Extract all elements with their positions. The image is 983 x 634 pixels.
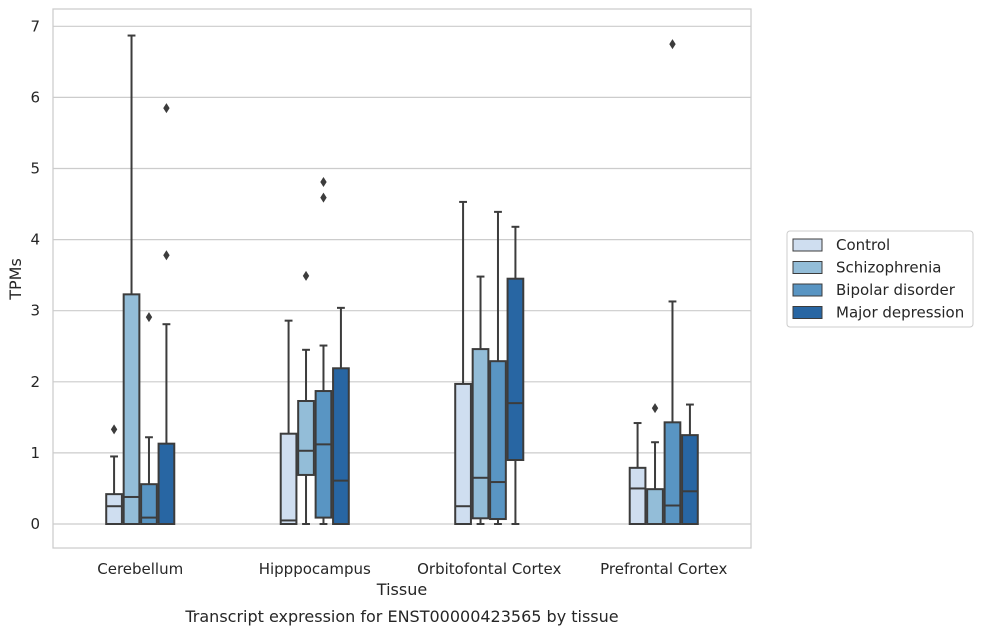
- box-body: [279, 432, 298, 525]
- x-axis-title: Tissue: [376, 580, 427, 599]
- box-body: [663, 421, 682, 525]
- outlier-point: [145, 312, 153, 323]
- legend-swatch: [792, 283, 823, 297]
- x-tick-label: Cerebellum: [97, 560, 183, 578]
- outlier-point: [163, 103, 170, 114]
- box: [157, 103, 176, 526]
- legend-swatch: [792, 261, 823, 274]
- y-axis-ticks: 0 1 2 3 4 5 6 7: [30, 17, 40, 533]
- legend-label: Bipolar disorder: [836, 281, 956, 299]
- legend-swatch: [792, 238, 823, 252]
- box: [279, 319, 298, 525]
- legend-label: Major depression: [836, 304, 964, 322]
- y-tick-label: 1: [30, 444, 40, 462]
- box-body: [681, 434, 699, 525]
- legend-frame: [786, 230, 974, 328]
- boxes: [105, 34, 699, 526]
- y-axis-title: TPMs: [6, 258, 25, 301]
- box-body: [646, 488, 664, 526]
- x-tick-label: Orbitofontal Cortex: [417, 560, 561, 578]
- legend-swatch: [792, 306, 823, 319]
- y-tick-label: 2: [30, 373, 40, 391]
- box-body: [122, 293, 141, 525]
- box: [489, 210, 507, 525]
- legend-label: Schizophrenia: [836, 259, 941, 277]
- box: [122, 34, 141, 525]
- outlier-point: [110, 424, 118, 435]
- y-tick-label: 3: [30, 302, 40, 320]
- chart-caption: Transcript expression for ENST0000042356…: [184, 607, 618, 626]
- y-tick-label: 7: [30, 17, 40, 35]
- y-tick-label: 4: [30, 231, 40, 249]
- box-body: [489, 360, 507, 521]
- x-tick-label: Prefrontal Cortex: [600, 560, 727, 578]
- plot-frame: [52, 8, 752, 549]
- box: [471, 275, 490, 525]
- outlier-point: [163, 250, 170, 261]
- box: [646, 403, 664, 526]
- box-body: [140, 483, 158, 525]
- box-body: [297, 399, 315, 476]
- y-tick-label: 5: [30, 160, 40, 178]
- box-body: [628, 466, 647, 525]
- outlier-point: [320, 192, 327, 203]
- box: [140, 312, 158, 525]
- y-tick-label: 6: [30, 88, 40, 106]
- box-body: [471, 348, 490, 520]
- box-body: [506, 277, 525, 462]
- box-body: [314, 390, 333, 519]
- legend-label: Control: [836, 236, 890, 254]
- x-axis-ticks: Cerebellum Hipppocampus Orbitofontal Corte…: [97, 560, 727, 578]
- outlier-point: [320, 177, 327, 188]
- box-body: [454, 382, 472, 526]
- box: [454, 200, 472, 526]
- y-tick-label: 0: [30, 515, 40, 533]
- box: [663, 39, 682, 525]
- box-body: [332, 367, 350, 525]
- outlier-point: [669, 39, 676, 50]
- box: [628, 422, 647, 525]
- box: [105, 424, 123, 525]
- box: [332, 306, 350, 525]
- outlier-point: [651, 403, 659, 414]
- box: [506, 225, 525, 525]
- box: [314, 177, 333, 525]
- box: [297, 270, 315, 525]
- box-body: [157, 442, 176, 526]
- box-body: [105, 493, 123, 525]
- box: [681, 403, 699, 525]
- outlier-point: [302, 270, 310, 281]
- legend: Control Schizophrenia Bipolar disorder Majo…: [786, 230, 974, 328]
- x-tick-label: Hipppocampus: [259, 560, 371, 578]
